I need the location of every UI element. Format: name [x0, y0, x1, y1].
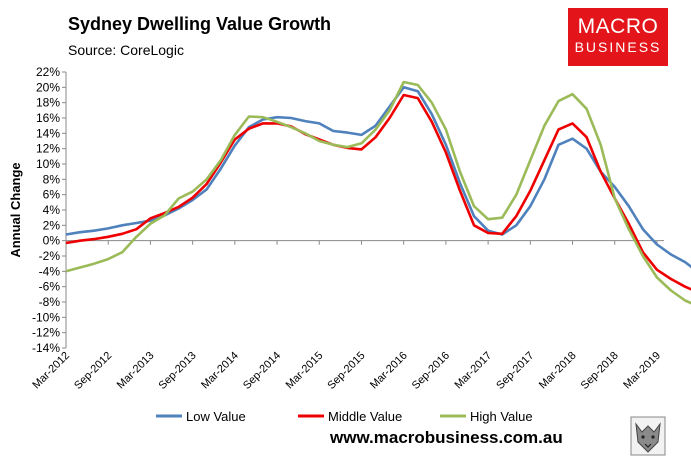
- wolf-emblem-icon: [630, 416, 666, 456]
- x-tick-label: Sep-2015: [325, 350, 367, 392]
- y-tick-label: 20%: [36, 80, 60, 94]
- chart-source: Source: CoreLogic: [68, 42, 184, 58]
- legend-label-low-value: Low Value: [186, 409, 246, 424]
- x-tick-label: Mar-2014: [199, 350, 241, 392]
- x-tick-label: Mar-2012: [30, 350, 72, 392]
- chart-legend: Low Value Middle Value High Value: [156, 409, 533, 424]
- y-axis-title: Annual Change: [8, 162, 23, 257]
- y-tick-label: 0%: [43, 234, 61, 248]
- y-tick-label: 12%: [36, 142, 60, 156]
- y-tick-label: -14%: [32, 341, 60, 355]
- x-tick-label: Sep-2013: [157, 350, 199, 392]
- series-line-middle-value: [65, 93, 691, 291]
- y-tick-label: 6%: [43, 188, 61, 202]
- y-tick-label: -8%: [39, 295, 61, 309]
- y-tick-label: -6%: [39, 280, 61, 294]
- legend-label-middle-value: Middle Value: [328, 409, 402, 424]
- x-tick-label: Sep-2017: [494, 350, 536, 392]
- x-tick-label: Mar-2019: [621, 350, 663, 392]
- y-tick-label: 2%: [43, 218, 61, 232]
- x-tick-label: Mar-2013: [115, 350, 157, 392]
- chart-series: [65, 80, 691, 305]
- legend-label-high-value: High Value: [470, 409, 533, 424]
- y-tick-label: -4%: [39, 264, 61, 278]
- x-tick-label: Sep-2014: [241, 350, 283, 392]
- y-tick-label: 10%: [36, 157, 60, 171]
- y-tick-label: 14%: [36, 126, 60, 140]
- y-tick-label: 16%: [36, 111, 60, 125]
- y-tick-label: 8%: [43, 172, 61, 186]
- x-tick-label: Mar-2015: [284, 350, 326, 392]
- x-tick-label: Sep-2012: [72, 350, 114, 392]
- x-tick-label: Mar-2018: [537, 350, 579, 392]
- y-tick-label: 4%: [43, 203, 61, 217]
- x-tick-label: Mar-2016: [368, 350, 410, 392]
- x-tick-label: Sep-2018: [579, 350, 621, 392]
- y-tick-label: -10%: [32, 310, 60, 324]
- y-tick-label: -2%: [39, 249, 61, 263]
- website-url[interactable]: www.macrobusiness.com.au: [330, 428, 563, 447]
- logo-line2: BUSINESS: [574, 39, 662, 55]
- series-line-high-value: [65, 80, 691, 305]
- chart-title: Sydney Dwelling Value Growth: [68, 14, 332, 34]
- y-tick-label: 18%: [36, 96, 60, 110]
- series-line-low-value: [65, 86, 691, 269]
- macrobusiness-logo[interactable]: MACRO BUSINESS: [568, 8, 668, 66]
- x-tick-label: Sep-2016: [410, 350, 452, 392]
- x-tick-label: Mar-2017: [452, 350, 494, 392]
- y-tick-label: 22%: [36, 65, 60, 79]
- logo-line1: MACRO: [577, 15, 659, 38]
- y-tick-label: -12%: [32, 326, 60, 340]
